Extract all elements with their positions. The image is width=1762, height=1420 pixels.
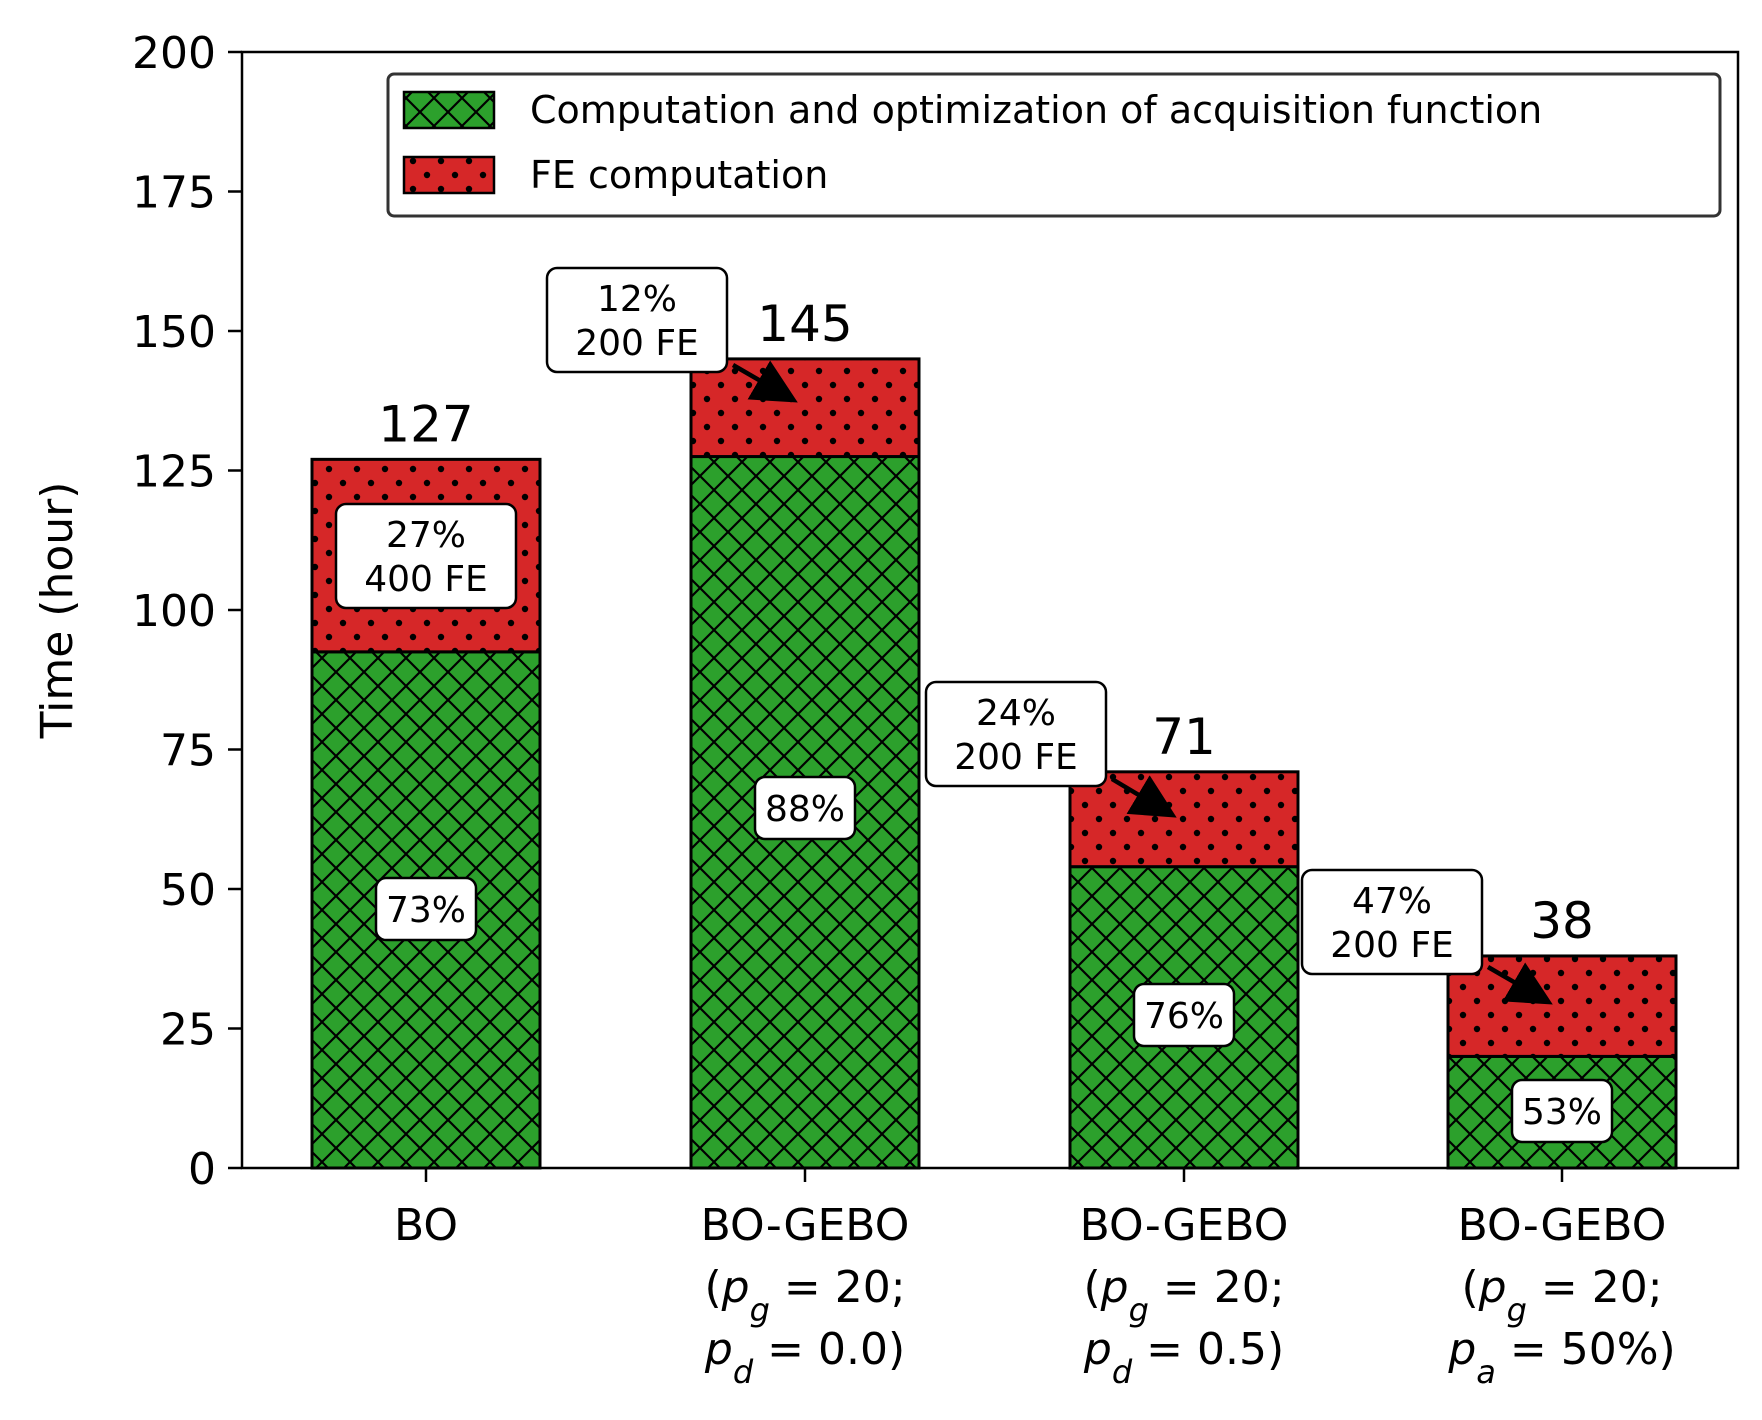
- acquisition-pct-label-box: [1510, 1078, 1614, 1144]
- fe-pct-label-box: [1300, 868, 1484, 976]
- y-tick-label: 100: [132, 586, 216, 637]
- legend-acquisition-label: Computation and optimization of acquisit…: [530, 88, 1542, 132]
- y-tick-label: 175: [132, 168, 216, 219]
- y-tick-label: 75: [160, 726, 216, 777]
- y-tick-label: 125: [132, 447, 216, 498]
- x-tick-label: BO: [394, 1200, 458, 1251]
- fe-pct-label: 24% 200 FE: [924, 680, 1108, 788]
- acquisition-pct-label-box: [1132, 982, 1236, 1048]
- fe-pct-label: 12% 200 FE: [545, 266, 729, 374]
- y-tick-label: 50: [160, 865, 216, 916]
- fe-pct-label-text: 24% 200 FE: [954, 693, 1078, 778]
- fe-pct-label-text: 47% 200 FE: [1330, 881, 1454, 966]
- total-label: 71: [1152, 708, 1216, 766]
- legend-fe-label: FE computation: [530, 153, 828, 197]
- bar-fe-dots-2: [1068, 770, 1300, 869]
- bar-fe-dots-1: [689, 357, 921, 459]
- acquisition-pct-label: 76%: [1132, 982, 1236, 1048]
- legend: Computation and optimization of acquisit…: [386, 72, 1722, 218]
- acquisition-pct-label-box: [374, 876, 478, 942]
- acquisition-pct-label-text: 53%: [1522, 1092, 1602, 1133]
- acquisition-pct-label-text: 73%: [386, 890, 466, 931]
- y-tick-label: 25: [160, 1005, 216, 1056]
- y-axis-label: Time (hour): [32, 482, 83, 740]
- x-tick-label: BO-GEBO: [701, 1200, 910, 1251]
- axes-layer: 0 25 50 75 100 125 150 175 200 Time (hour) BO BO-GE…: [32, 28, 1740, 1391]
- fe-pct-label-text: 27% 400 FE: [364, 515, 488, 600]
- acquisition-pct-label-box: [753, 775, 857, 841]
- legend-acquisition-swatch-pattern: [402, 90, 496, 130]
- legend-box: [386, 72, 1722, 218]
- labels-layer: 127 145 71 38 73% 88% 76% 53% 27% 400 FE 12% 200 FE…: [334, 266, 1614, 1144]
- legend-fe-swatch-pattern: [402, 155, 496, 195]
- x-tick-label: (pg = 20;: [1461, 1262, 1662, 1329]
- y-tick-label: 200: [132, 28, 216, 79]
- x-tick-label: BO-GEBO: [1458, 1200, 1667, 1251]
- x-tick-label: pd = 0.5): [1083, 1324, 1284, 1391]
- acquisition-pct-label-text: 76%: [1144, 996, 1224, 1037]
- x-tick-label: (pg = 20;: [1083, 1262, 1284, 1329]
- x-tick-label: BO-GEBO: [1080, 1200, 1289, 1251]
- total-label: 145: [757, 295, 852, 353]
- bar-fe-dots-3: [1446, 954, 1678, 1058]
- total-label: 38: [1530, 892, 1594, 950]
- fe-pct-label-box: [334, 502, 518, 610]
- annotation-arrow: [1486, 962, 1553, 1005]
- x-tick-label: pa = 50%): [1447, 1324, 1675, 1391]
- x-tick-label: pd = 0.0): [704, 1324, 905, 1391]
- acquisition-pct-label: 53%: [1510, 1078, 1614, 1144]
- y-tick-label: 0: [188, 1144, 216, 1195]
- fe-pct-label-box: [924, 680, 1108, 788]
- x-tick-label: (pg = 20;: [704, 1262, 905, 1329]
- bars-layer: [310, 357, 1678, 1170]
- y-tick-label: 150: [132, 307, 216, 358]
- fe-pct-label: 47% 200 FE: [1300, 868, 1484, 976]
- acquisition-pct-label-text: 88%: [765, 789, 845, 830]
- total-label: 127: [378, 395, 473, 453]
- fe-pct-label: 27% 400 FE: [334, 502, 518, 610]
- acquisition-pct-label: 73%: [374, 876, 478, 942]
- fe-pct-label-text: 12% 200 FE: [575, 279, 699, 364]
- annotation-arrow: [1110, 775, 1177, 818]
- acquisition-pct-label: 88%: [753, 775, 857, 841]
- annotation-arrow: [731, 360, 798, 403]
- fe-pct-label-box: [545, 266, 729, 374]
